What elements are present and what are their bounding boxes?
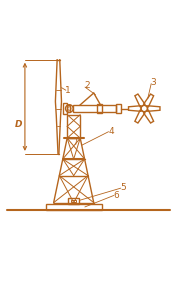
Text: 2: 2 [84, 82, 90, 90]
Text: 1: 1 [65, 86, 70, 95]
Bar [67, 115, 80, 138]
Text: D: D [15, 120, 22, 129]
Bar [116, 104, 121, 113]
Bar [63, 103, 67, 114]
Bar [97, 103, 102, 113]
Text: 3: 3 [150, 78, 156, 87]
Bar [71, 200, 76, 203]
Text: l: l [74, 138, 77, 147]
Text: 5: 5 [121, 183, 126, 192]
Bar [68, 198, 79, 204]
Bar [67, 105, 70, 112]
Bar [46, 204, 102, 209]
Text: 6: 6 [113, 191, 119, 200]
Bar [73, 105, 116, 112]
Text: 4: 4 [108, 127, 114, 136]
